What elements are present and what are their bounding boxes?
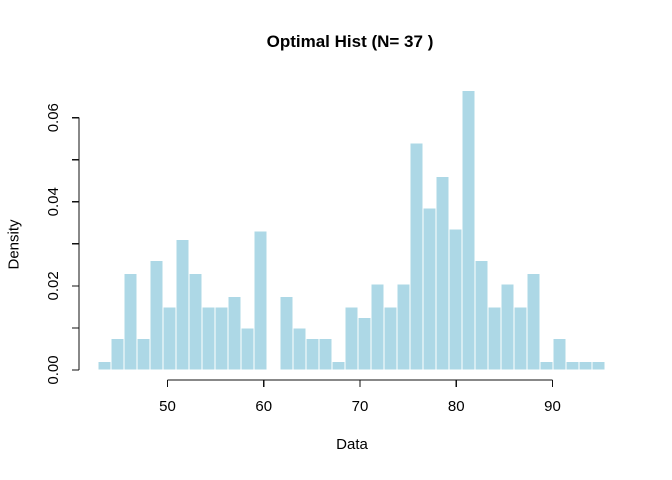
histogram-bar — [357, 316, 372, 371]
histogram-bar — [565, 361, 580, 371]
histogram-bar — [578, 361, 593, 371]
histogram-bar — [500, 283, 515, 371]
histogram-bar — [318, 337, 333, 371]
histogram-bar — [162, 306, 177, 371]
histogram-bar — [344, 306, 359, 371]
y-tick-label: 0.02 — [45, 271, 62, 300]
histogram-bar — [110, 337, 125, 371]
histogram-bar — [383, 306, 398, 371]
y-tick-label: 0.00 — [45, 355, 62, 384]
histogram-bar — [513, 306, 528, 371]
x-tick-label: 80 — [448, 398, 465, 415]
histogram-bar — [461, 89, 476, 371]
histogram-bar — [396, 283, 411, 371]
x-tick-label: 90 — [544, 398, 561, 415]
histogram-bar — [240, 327, 255, 371]
histogram-bar — [448, 228, 463, 371]
histogram-bar — [422, 207, 437, 371]
histogram-bar — [149, 260, 164, 371]
x-tick-label: 60 — [255, 398, 272, 415]
histogram-bar — [409, 142, 424, 371]
histogram-bar — [175, 239, 190, 371]
histogram-bar — [331, 361, 346, 371]
histogram-bar — [279, 295, 294, 371]
histogram-bar — [539, 361, 554, 371]
histogram-bar — [227, 295, 242, 371]
histogram-bar — [474, 260, 489, 371]
histogram-bar — [201, 306, 216, 371]
histogram-bar — [123, 272, 138, 371]
histogram-bar — [188, 272, 203, 371]
histogram-bar — [253, 230, 268, 371]
histogram-bar — [526, 272, 541, 371]
histogram-bar — [97, 361, 112, 371]
histogram-bar — [370, 283, 385, 371]
chart-title: Optimal Hist (N= 37 ) — [266, 32, 434, 51]
histogram-bar — [552, 337, 567, 371]
x-tick-label: 50 — [159, 398, 176, 415]
histogram-bar — [214, 306, 229, 371]
histogram-bar — [305, 337, 320, 371]
histogram-bar — [292, 327, 307, 371]
y-tick-label: 0.06 — [45, 103, 62, 132]
y-tick-label: 0.04 — [45, 187, 62, 216]
x-tick-label: 70 — [352, 398, 369, 415]
histogram-bar — [487, 306, 502, 371]
histogram-bar — [136, 337, 151, 371]
histogram-bar — [435, 176, 450, 371]
x-axis-label: Data — [336, 436, 368, 453]
histogram-bar — [591, 361, 606, 371]
